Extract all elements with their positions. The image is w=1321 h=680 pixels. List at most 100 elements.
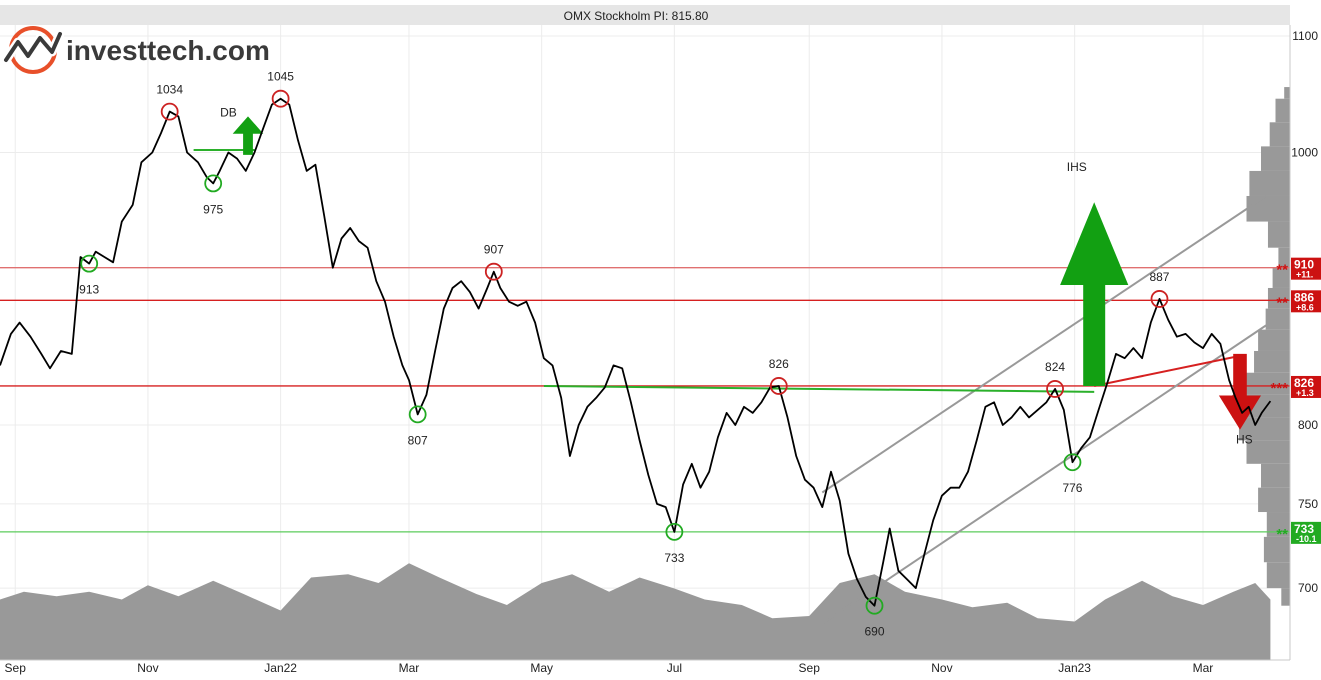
volume-profile-bar: [1272, 267, 1290, 288]
x-tick-label: Jan23: [1058, 661, 1091, 675]
trough-label: 913: [79, 283, 99, 297]
y-tick-label: 700: [1298, 581, 1318, 595]
peak-trough-markers: 1034 1045 907 826 824 887 913 975 807 733 690 776: [79, 70, 1170, 639]
price-line: [0, 97, 1272, 607]
x-tick-label: May: [530, 661, 553, 675]
volume-profile: [1232, 87, 1290, 606]
x-tick-label: Sep: [799, 661, 821, 675]
trend-line: [821, 195, 1267, 494]
trough-marker: [204, 174, 223, 193]
volume-fill: [0, 563, 1271, 660]
peak-label: 1045: [267, 70, 294, 84]
level-label: 910: [1294, 258, 1314, 272]
volume-profile-bar: [1254, 350, 1290, 373]
volume-profile-bar: [1266, 512, 1290, 537]
trough-marker: [1063, 453, 1082, 472]
trough-marker: [865, 596, 884, 615]
pattern-label: IHS: [1067, 160, 1087, 174]
x-tick-label: Jul: [667, 661, 682, 675]
volume-profile-bar: [1278, 247, 1290, 268]
y-tick-label: 1000: [1291, 145, 1318, 159]
trough-label: 733: [664, 551, 684, 565]
level-stars: **: [1276, 294, 1288, 311]
title-bar: OMX Stockholm PI: 815.80: [0, 5, 1290, 25]
volume-profile-bar: [1261, 463, 1290, 488]
peak-marker: [1150, 290, 1169, 308]
volume-profile-bar: [1267, 221, 1290, 248]
pattern-labels: DB IHS HS: [220, 105, 1253, 446]
volume-profile-bar: [1269, 122, 1290, 147]
level-label-box: [1291, 257, 1321, 280]
level-stars: **: [1276, 526, 1288, 543]
trend-line: [543, 384, 1095, 393]
peak-label: 824: [1045, 360, 1065, 374]
volume-profile-bar: [1238, 417, 1290, 441]
volume-profile-bar: [1246, 440, 1290, 464]
x-tick-label: Nov: [931, 661, 952, 675]
x-tick-label: Jan22: [264, 661, 297, 675]
volume-profile-bar: [1249, 170, 1290, 196]
trough-label: 807: [408, 433, 428, 447]
peak-label: 887: [1149, 270, 1169, 284]
trough-label: 690: [864, 625, 884, 639]
trough-label: 975: [203, 202, 223, 216]
peak-marker: [769, 377, 788, 395]
pattern-label: HS: [1236, 432, 1253, 446]
peak-label: 1034: [156, 83, 183, 97]
trough-marker: [80, 254, 99, 273]
level-change: +11.: [1296, 270, 1313, 280]
level-label-box: [1291, 290, 1321, 313]
peak-label: 826: [769, 357, 789, 371]
peak-marker: [160, 102, 179, 121]
pattern-arrow: [232, 116, 264, 155]
volume-profile-bar: [1275, 98, 1290, 123]
pattern-label: DB: [220, 105, 237, 119]
volume-profile-bar: [1261, 146, 1290, 171]
volume-profile-bar: [1258, 329, 1290, 351]
peak-label: 907: [484, 243, 504, 257]
x-tick-label: Mar: [1193, 661, 1214, 675]
y-tick-label: 1100: [1292, 29, 1318, 43]
trend-line: [821, 324, 1267, 625]
x-tick-label: Nov: [137, 661, 158, 675]
volume-profile-bar: [1267, 287, 1290, 309]
trough-marker: [665, 522, 684, 541]
y-tick-label: 750: [1298, 497, 1318, 511]
level-label-box: [1291, 375, 1321, 398]
peak-marker: [1046, 380, 1064, 398]
x-tick-label: Sep: [5, 661, 27, 675]
level-label: 733: [1294, 522, 1314, 536]
level-stars: ***: [1270, 380, 1288, 397]
level-label: 886: [1294, 290, 1314, 304]
volume-profile-bar: [1240, 372, 1290, 395]
trend-line: [1094, 355, 1236, 387]
y-tick-label: 800: [1298, 418, 1318, 432]
logo-mark-icon: [1, 26, 65, 74]
peak-marker: [271, 89, 290, 108]
title-bar-background: [0, 5, 1290, 25]
chart-title: OMX Stockholm PI: 815.80: [564, 9, 709, 23]
level-change: +8.6: [1296, 302, 1314, 312]
trough-marker: [408, 405, 427, 424]
volume-profile-bar: [1266, 562, 1290, 589]
axes: Sep Nov Jan22 Mar May Jul Sep Nov Jan23 Mar 700 750…: [0, 25, 1318, 675]
x-tick-label: Mar: [399, 661, 420, 675]
logo-text: investtech.com: [66, 35, 270, 66]
level-change: -10.1: [1296, 534, 1317, 544]
volume-profile-bar: [1284, 87, 1290, 99]
level-label: 826: [1294, 376, 1314, 390]
trough-label: 776: [1062, 481, 1082, 495]
peak-marker: [484, 262, 503, 281]
volume-profile-bar: [1265, 308, 1290, 330]
volume-profile-bar: [1263, 536, 1290, 563]
level-label-box: [1291, 521, 1321, 544]
level-change: +1.3: [1296, 388, 1314, 398]
pattern-arrow: [1060, 202, 1129, 386]
price-line-group: [0, 97, 1272, 607]
volume-profile-bar: [1258, 487, 1290, 513]
logo: investtech.com: [1, 26, 270, 74]
trend-lines: [193, 149, 1267, 625]
